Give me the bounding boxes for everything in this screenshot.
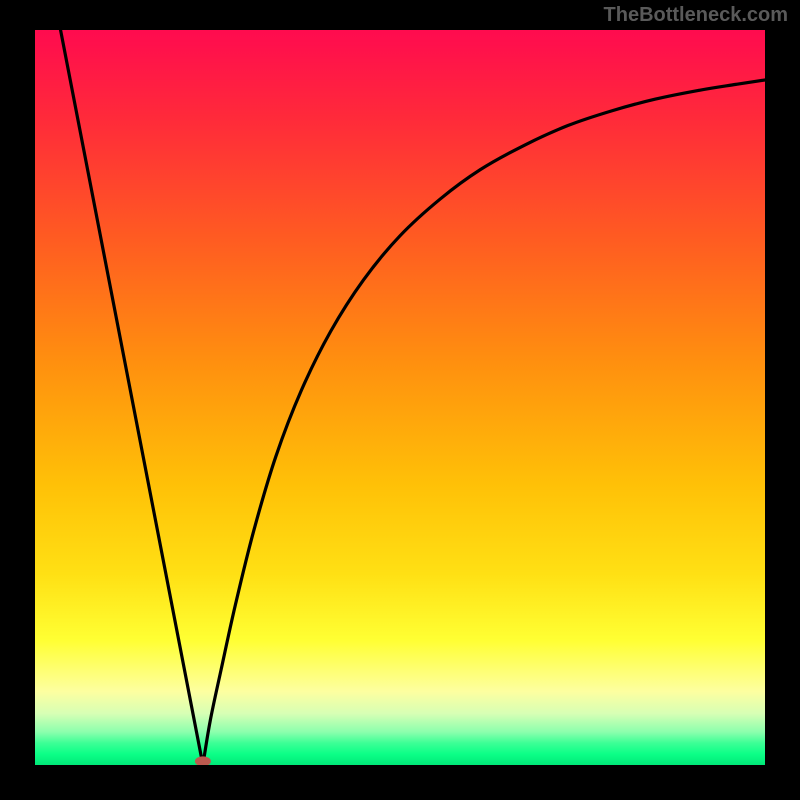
minimum-marker	[195, 756, 211, 766]
bottleneck-chart	[0, 0, 800, 800]
attribution-text: TheBottleneck.com	[604, 4, 788, 27]
gradient-background	[35, 30, 765, 765]
chart-stage: TheBottleneck.com	[0, 0, 800, 800]
